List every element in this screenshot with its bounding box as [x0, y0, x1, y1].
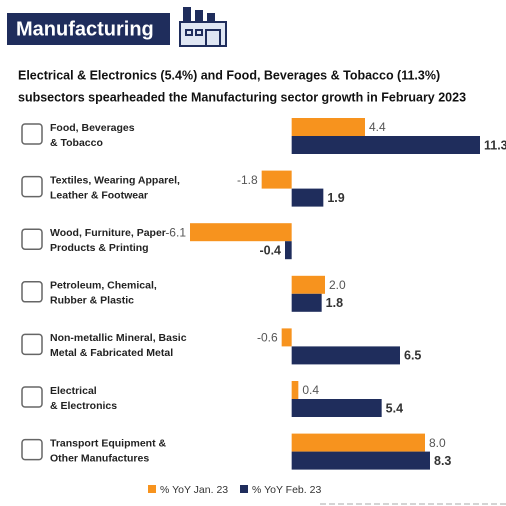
category-icon	[21, 333, 43, 356]
data-label: 8.3	[434, 454, 451, 468]
legend-swatch	[148, 485, 156, 493]
data-label: 5.4	[386, 401, 403, 415]
category-label: Textiles, Wearing Apparel,	[50, 174, 180, 186]
category-label: Food, Beverages	[50, 122, 135, 134]
category-label: Products & Printing	[50, 242, 149, 254]
data-label: 2.0	[329, 278, 346, 292]
data-label: 0.4	[302, 383, 319, 397]
bar	[291, 293, 322, 312]
bar	[285, 241, 292, 260]
category-label: & Tobacco	[50, 137, 103, 149]
data-label: -0.4	[259, 243, 281, 257]
legend-label: % YoY Feb. 23	[252, 484, 321, 496]
bar	[291, 346, 400, 365]
category-label: Leather & Footwear	[50, 189, 148, 201]
bar	[281, 328, 292, 347]
category-label: Transport Equipment &	[50, 437, 167, 449]
category-icon	[21, 175, 43, 198]
chart-title: Manufacturing	[16, 18, 154, 40]
bar	[291, 433, 425, 452]
legend-swatch	[240, 485, 248, 493]
data-label: -1.8	[237, 173, 258, 187]
data-label: 1.9	[327, 191, 344, 205]
category-label: Electrical	[50, 385, 97, 397]
bar	[291, 381, 299, 399]
bar	[291, 188, 324, 207]
category-label: Rubber & Plastic	[50, 295, 134, 307]
category-icon	[21, 281, 43, 303]
data-label: 6.5	[404, 349, 421, 363]
category-icon	[21, 228, 43, 250]
bar	[291, 136, 480, 154]
subtitle: subsectors spearheaded the Manufacturing…	[18, 90, 466, 104]
bar	[291, 451, 430, 470]
bar	[291, 275, 325, 294]
category-label: Other Manufactures	[50, 452, 149, 464]
category-label: Petroleum, Chemical,	[50, 280, 157, 292]
title-box	[7, 13, 170, 45]
data-label: 4.4	[369, 120, 386, 134]
factory-icon	[179, 7, 227, 47]
data-label: -0.6	[257, 331, 278, 345]
data-label: 8.0	[429, 436, 446, 450]
category-label: Metal & Fabricated Metal	[50, 347, 173, 359]
subtitle: Electrical & Electronics (5.4%) and Food…	[18, 68, 440, 82]
bar	[291, 118, 365, 136]
category-icon	[21, 438, 43, 461]
category-label: Wood, Furniture, Paper	[50, 227, 166, 239]
data-label: 11.3	[484, 138, 506, 152]
bar	[291, 399, 382, 417]
category-icon	[21, 123, 43, 145]
data-label: 1.8	[326, 296, 343, 310]
bar	[261, 170, 292, 189]
data-label: -6.1	[165, 225, 186, 239]
bar	[190, 223, 292, 242]
legend-label: % YoY Jan. 23	[160, 484, 228, 496]
category-label: Non-metallic Mineral, Basic	[50, 332, 187, 344]
category-label: & Electronics	[50, 400, 117, 412]
category-icon	[21, 386, 43, 408]
